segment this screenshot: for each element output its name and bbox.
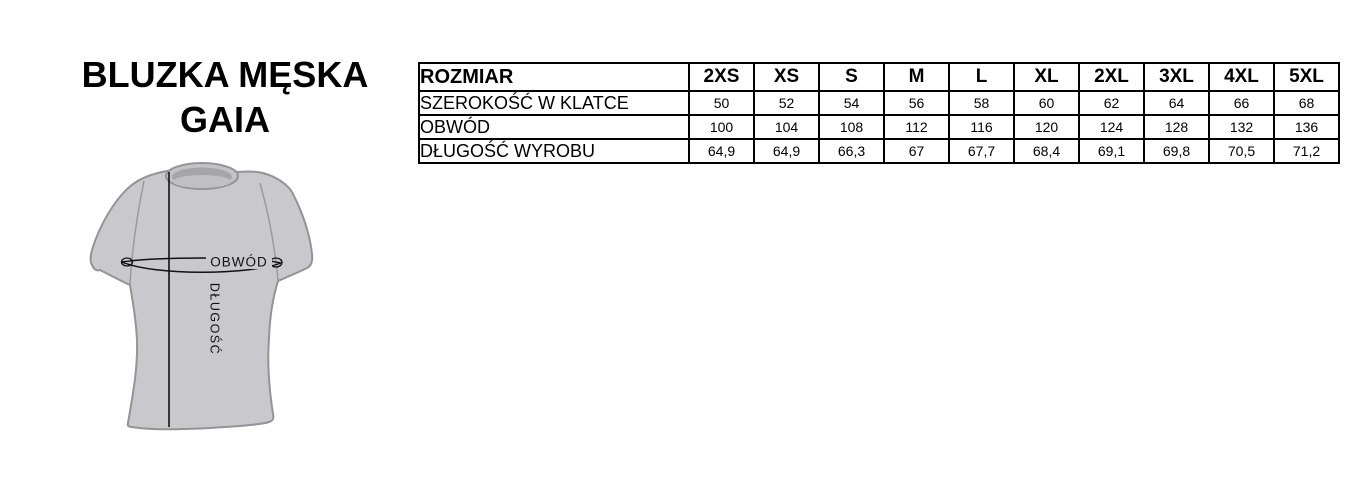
size-column-header: 4XL [1208,62,1275,92]
measurement-value-cell: 108 [818,114,885,140]
size-table: ROZMIAR 2XS XS S M L XL 2XL 3XL 4XL 5XL SZEROKOŚĆ W… [418,62,1340,164]
table-row: OBWÓD 100 104 108 112 116 120 124 128 132 136 [418,114,1340,140]
measurement-value-cell: 104 [753,114,820,140]
tshirt-outline [89,168,314,431]
measurement-value-cell: 64 [1143,90,1210,116]
measurement-value-cell: 52 [753,90,820,116]
size-column-header: L [948,62,1015,92]
size-column-header: XS [753,62,820,92]
measurement-row-label: SZEROKOŚĆ W KLATCE [418,90,690,116]
size-column-header: M [883,62,950,92]
measurement-value-cell: 112 [883,114,950,140]
measurement-value-cell: 64,9 [753,138,820,164]
measurement-value-cell: 58 [948,90,1015,116]
right-sleeve-seam [259,182,279,281]
measurement-value-cell: 70,5 [1208,138,1275,164]
measurement-value-cell: 54 [818,90,885,116]
measurement-value-cell: 66 [1208,90,1275,116]
table-row: SZEROKOŚĆ W KLATCE 50 52 54 56 58 60 62 64 66 68 [418,90,1340,116]
measurement-value-cell: 60 [1013,90,1080,116]
tshirt-diagram: OBWÓD DŁUGOŚĆ [89,162,314,431]
measurement-value-cell: 71,2 [1273,138,1340,164]
measurement-value-cell: 66,3 [818,138,885,164]
measurement-value-cell: 100 [688,114,755,140]
table-header-row: ROZMIAR 2XS XS S M L XL 2XL 3XL 4XL 5XL [418,62,1340,92]
table-corner-header: ROZMIAR [418,62,690,92]
circumference-label-bg [206,253,272,269]
measurement-value-cell: 67 [883,138,950,164]
measurement-row-label: OBWÓD [418,114,690,140]
circumference-label: OBWÓD [210,255,268,270]
product-title: BLUZKA MĘSKA GAIA [60,52,390,142]
measurement-value-cell: 69,8 [1143,138,1210,164]
size-column-header: 5XL [1273,62,1340,92]
measurement-value-cell: 132 [1208,114,1275,140]
size-column-header: XL [1013,62,1080,92]
measurement-value-cell: 68,4 [1013,138,1080,164]
size-column-header: 2XL [1078,62,1145,92]
measurement-row-label: DŁUGOŚĆ WYROBU [418,138,690,164]
measurement-value-cell: 64,9 [688,138,755,164]
length-label: DŁUGOŚĆ [208,283,223,355]
measurement-value-cell: 128 [1143,114,1210,140]
collar-front-band [173,175,231,188]
measurement-value-cell: 62 [1078,90,1145,116]
size-column-header: 2XS [688,62,755,92]
measurement-value-cell: 67,7 [948,138,1015,164]
product-title-line2: GAIA [180,99,270,140]
measurement-value-cell: 124 [1078,114,1145,140]
measurement-value-cell: 50 [688,90,755,116]
circumference-left-loop [120,257,134,267]
measurement-value-cell: 68 [1273,90,1340,116]
size-column-header: 3XL [1143,62,1210,92]
left-sleeve-seam [129,180,145,285]
measurement-value-cell: 136 [1273,114,1340,140]
table-row: DŁUGOŚĆ WYROBU 64,9 64,9 66,3 67 67,7 68,4 69,1… [418,138,1340,164]
measurement-value-cell: 120 [1013,114,1080,140]
measurement-value-cell: 56 [883,90,950,116]
size-column-header: S [818,62,885,92]
measurement-value-cell: 116 [948,114,1015,140]
product-title-line1: BLUZKA MĘSKA [81,54,369,95]
measurement-value-cell: 69,1 [1078,138,1145,164]
